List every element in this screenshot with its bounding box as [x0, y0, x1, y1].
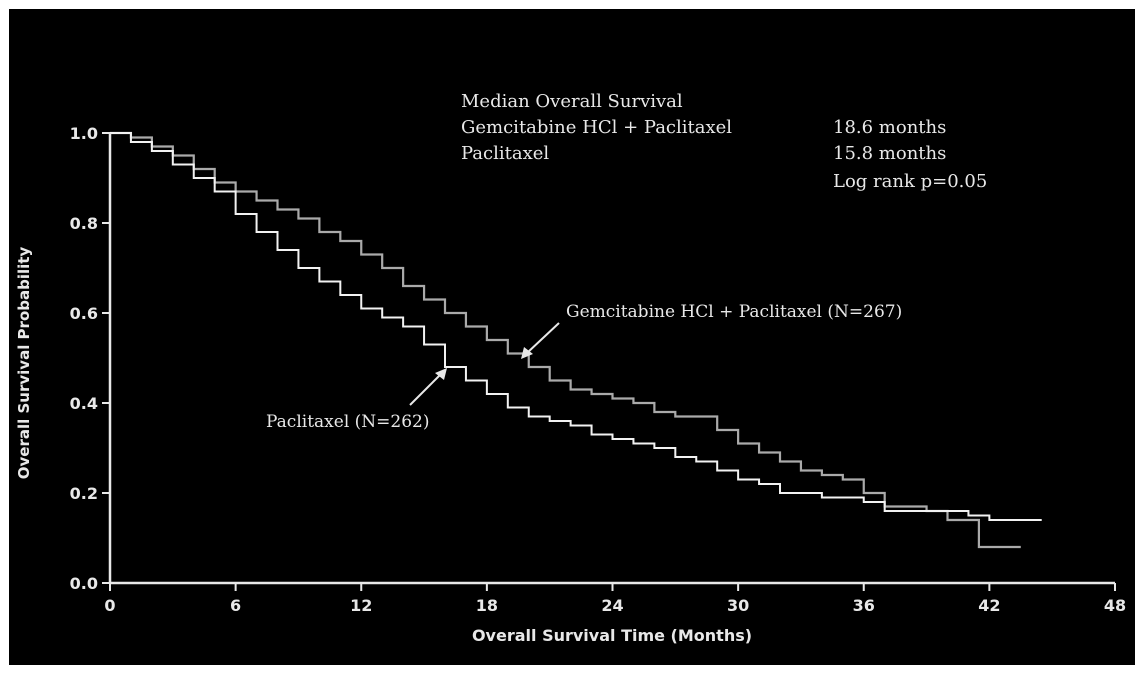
y-tick-label: 0.6	[70, 304, 98, 323]
gem-curve-label: Gemcitabine HCl + Paclitaxel (N=267)	[566, 302, 902, 322]
arm1-median-value: 18.6 months	[833, 117, 946, 138]
arm2-label: Paclitaxel	[461, 143, 549, 164]
arm2-median-value: 15.8 months	[833, 143, 946, 164]
axes-layer: 0.0 0.2 0.4 0.6 0.8 1.0 0 6 12 18 24 30 36 42 48	[70, 124, 1126, 615]
x-tick-label: 12	[350, 596, 372, 615]
x-tick-label: 24	[601, 596, 623, 615]
arm1-label: Gemcitabine HCl + Paclitaxel	[461, 117, 732, 138]
x-tick-label: 30	[727, 596, 749, 615]
y-tick-label: 0.0	[70, 574, 98, 593]
x-tick-label: 6	[230, 596, 241, 615]
y-tick-label: 1.0	[70, 124, 98, 143]
x-axis-title: Overall Survival Time (Months)	[472, 626, 752, 645]
x-tick-label: 0	[104, 596, 115, 615]
y-ticks: 0.0 0.2 0.4 0.6 0.8 1.0	[70, 124, 110, 593]
x-tick-label: 18	[476, 596, 498, 615]
survival-chart: 0.0 0.2 0.4 0.6 0.8 1.0 0 6 12 18 24 30 36 42 48 Over…	[15, 91, 1126, 645]
x-tick-label: 48	[1104, 596, 1126, 615]
y-axis-title: Overall Survival Probability	[15, 247, 33, 480]
x-tick-label: 42	[978, 596, 1000, 615]
median-os-title: Median Overall Survival	[461, 91, 683, 112]
y-tick-label: 0.4	[70, 394, 98, 413]
y-tick-label: 0.8	[70, 214, 98, 233]
y-tick-label: 0.2	[70, 484, 98, 503]
x-tick-label: 36	[853, 596, 875, 615]
paclitaxel-survival-curve	[110, 132, 1042, 521]
pac-arrow-head	[435, 368, 447, 380]
x-ticks: 0 6 12 18 24 30 36 42 48	[104, 583, 1126, 615]
curves-layer	[110, 131, 1042, 549]
gem-arrow-head	[521, 347, 533, 359]
pac-curve-label: Paclitaxel (N=262)	[266, 412, 430, 432]
gem-label-arrow	[526, 322, 560, 354]
gemcitabine-survival-curve	[110, 131, 1021, 549]
chart-frame: 0.0 0.2 0.4 0.6 0.8 1.0 0 6 12 18 24 30 36 42 48 Over…	[9, 9, 1135, 665]
log-rank-pvalue: Log rank p=0.05	[833, 171, 987, 192]
pac-label-arrow	[409, 373, 442, 406]
